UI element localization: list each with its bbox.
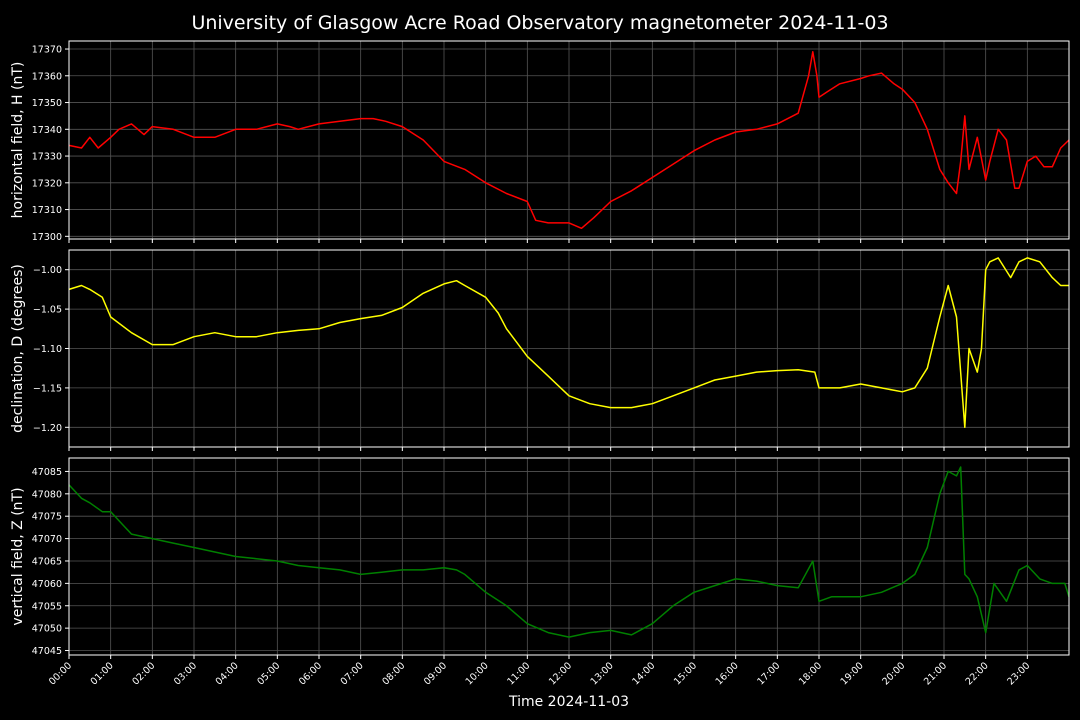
y-tick-label: 47075 [32,512,62,523]
panels: 17300 17310 17320 17330 17340 17350 17360 17370… [10,40,1070,659]
y-tick-label: 17360 [32,71,62,82]
y-tick-label: 17320 [32,178,62,189]
y-tick-label: 47070 [32,534,62,545]
y-tick-label: 17370 [32,45,62,56]
series-line-h [68,50,1070,230]
y-tick-label: −1.10 [33,344,62,355]
y-axis-label: declination, D (degrees) [10,264,26,433]
series-line-z [68,466,1070,638]
y-tick-label: 17350 [32,98,62,109]
y-tick-label: −1.20 [33,423,62,434]
panel-z: 47045 47050 47055 47060 47065 47070 47075 47080… [10,457,1070,659]
series-line-d [68,257,1069,429]
y-tick-label: 47055 [32,601,62,612]
y-tick-label: 47080 [32,489,62,500]
y-tick-label: 47085 [32,467,62,478]
y-tick-label: 17300 [32,232,62,243]
plot-frame [68,40,1070,240]
y-tick-label: −1.15 [33,383,62,394]
x-axis-label: Time 2024-11-03 [508,694,629,710]
y-tick-label: 17310 [32,205,62,216]
plot-frame [68,457,1070,656]
panel-d: −1.20 −1.15 −1.10 −1.05 −1.00 declination, D … [10,249,1070,451]
y-tick-label: −1.05 [33,305,62,316]
y-tick-label: 17330 [32,152,62,163]
plot-frame [68,249,1070,448]
y-tick-label: 47065 [32,556,62,567]
panel-h: 17300 17310 17320 17330 17340 17350 17360 17370… [10,40,1070,243]
y-tick-label: 17340 [32,125,62,136]
y-tick-label: 47045 [32,646,62,657]
y-axis-label: horizontal field, H (nT) [10,62,26,219]
y-axis-label: vertical field, Z (nT) [10,487,26,625]
y-tick-label: 47060 [32,579,62,590]
y-tick-label: 47050 [32,624,62,635]
chart-title: University of Glasgow Acre Road Observat… [191,12,888,34]
y-tick-label: −1.00 [33,265,62,276]
